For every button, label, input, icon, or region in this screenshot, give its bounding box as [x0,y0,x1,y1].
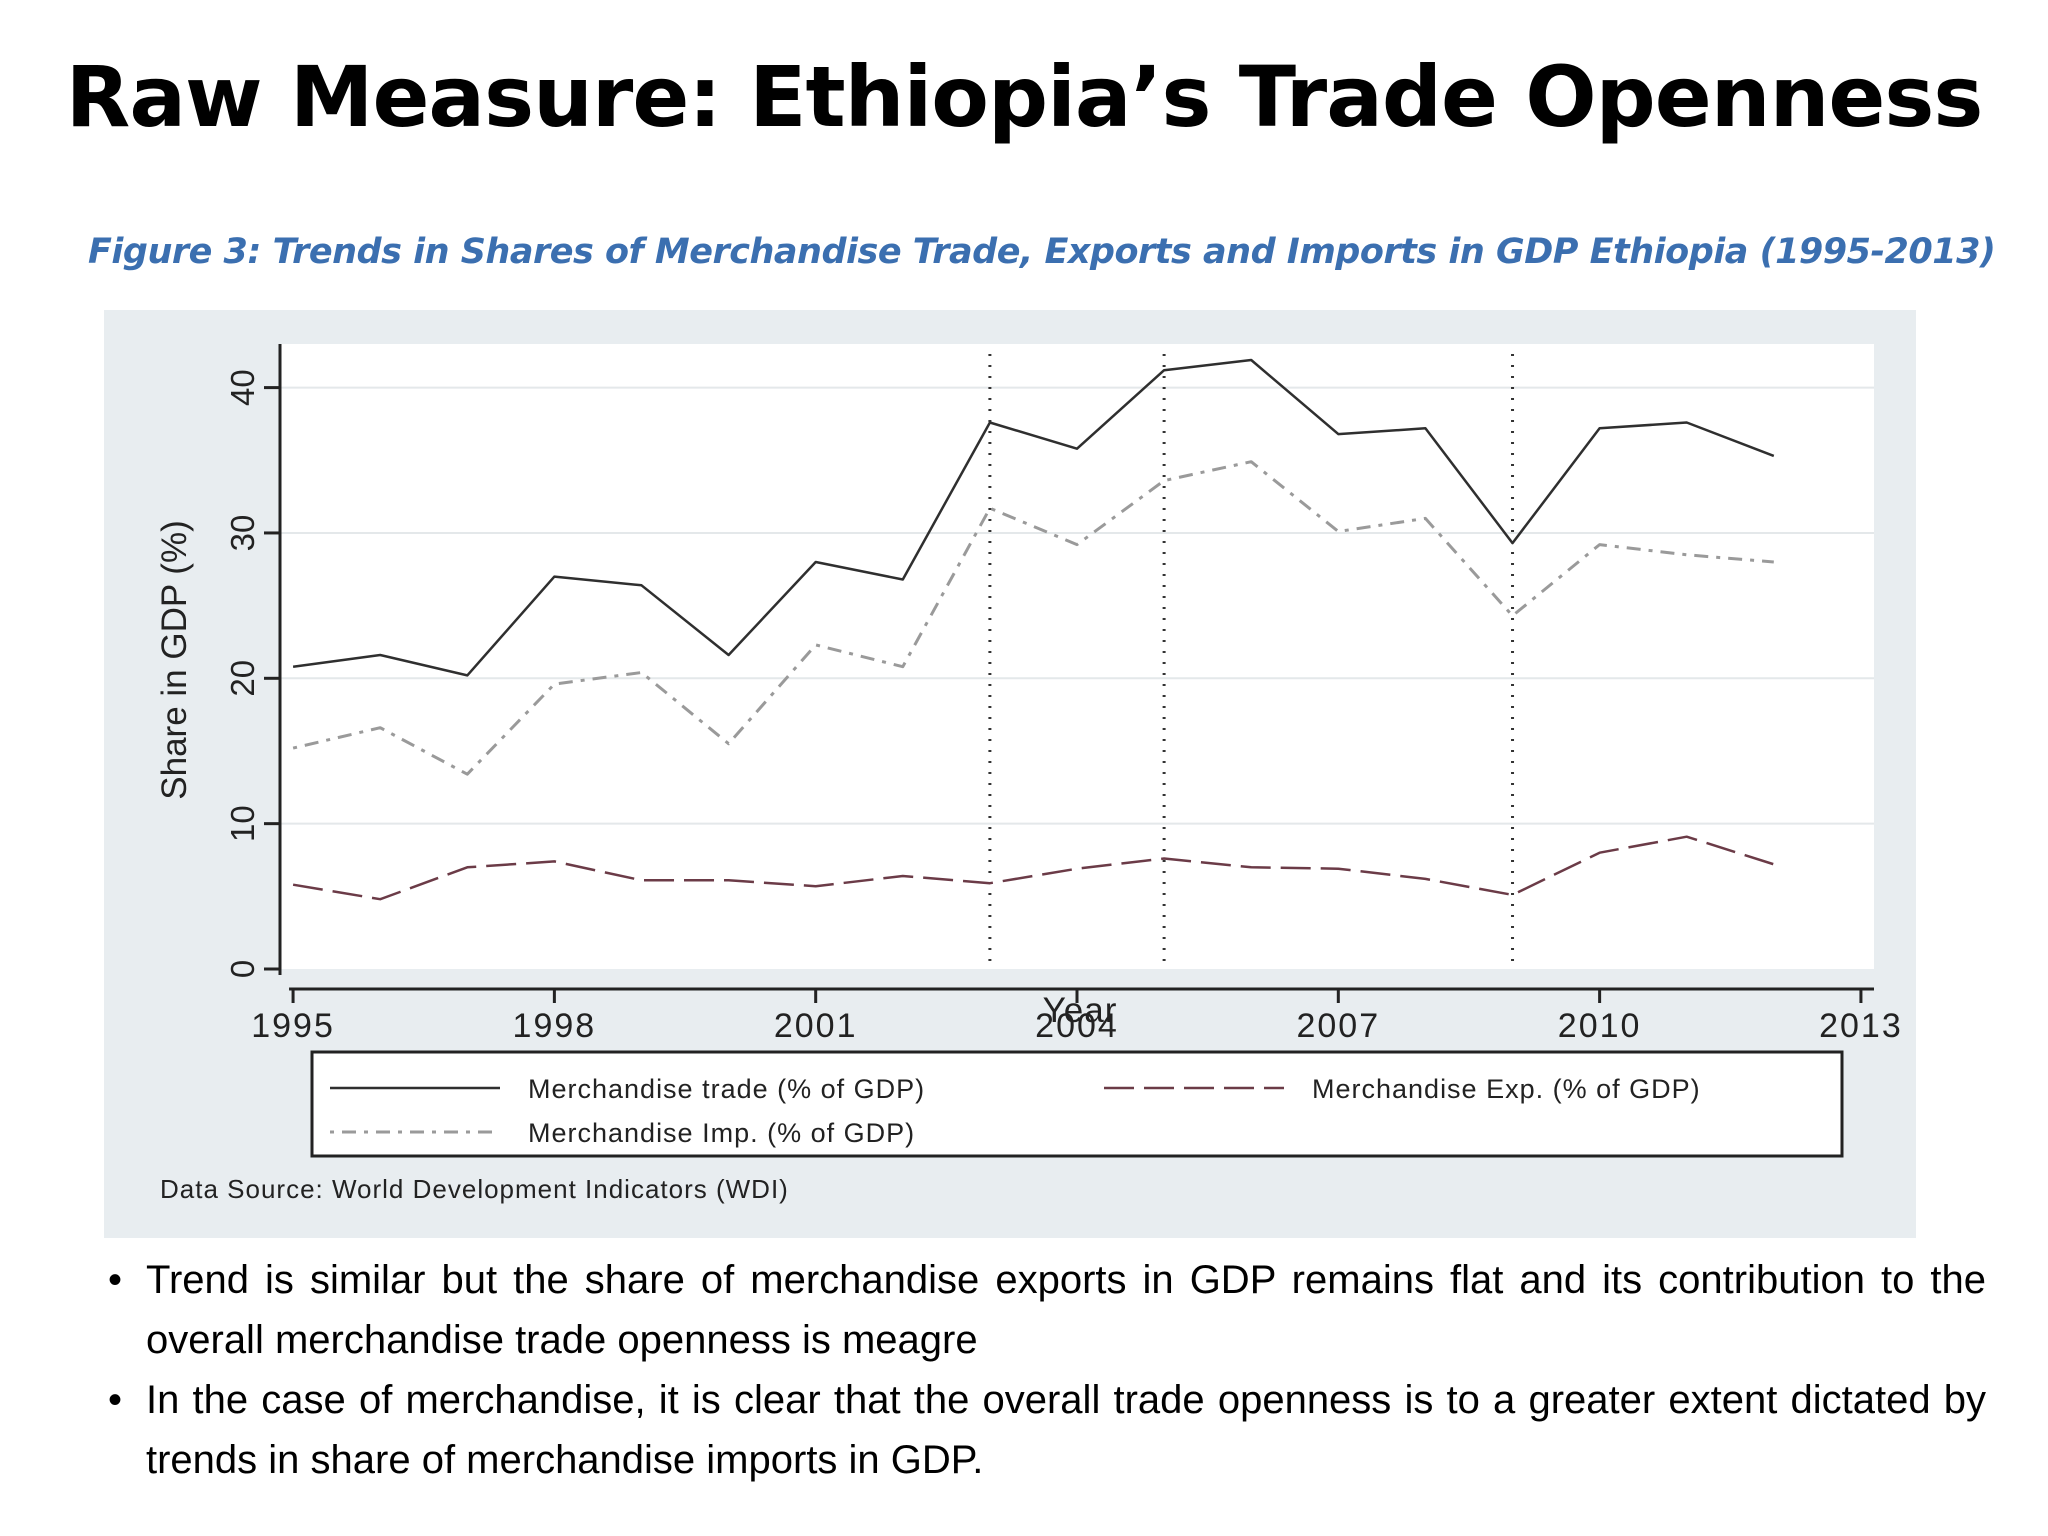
bullet-item: • In the case of merchandise, it is clea… [104,1370,1986,1490]
slide-title: Raw Measure: Ethiopia’s Trade Openness [65,48,1984,146]
series-line-2 [292,460,1774,776]
bullet-text: Trend is similar but the share of mercha… [146,1258,1986,1362]
gridlines [280,386,1874,825]
y-tick-label: 30 [224,515,261,552]
y-tick-label: 10 [224,805,261,842]
data-source-note: Data Source: World Development Indicator… [160,1174,789,1204]
legend-label-imports: Merchandise Imp. (% of GDP) [528,1118,915,1148]
bullet-item: • Trend is similar but the share of merc… [104,1250,1986,1370]
x-tick-label: 2010 [1558,1007,1642,1045]
y-tick-label: 0 [224,960,261,978]
y-tick-label: 40 [224,369,261,406]
series-line-0 [292,358,1775,677]
plot-area [280,344,1874,969]
series-lines [292,358,1775,901]
legend-label-exports: Merchandise Exp. (% of GDP) [1312,1074,1701,1104]
bullet-glyph: • [108,1258,123,1302]
y-ticks: 0 10 20 30 40 [224,369,280,978]
y-axis-label: Share in GDP (%) [155,520,194,799]
figure-caption: Figure 3: Trends in Shares of Merchandis… [88,232,1996,272]
trade-openness-chart: 0 10 20 30 40 1995 1998 2001 2004 2007 2010 2013 S… [155,344,1903,1204]
x-tick-label: 2004 [1035,1007,1119,1045]
series-line-1 [292,835,1775,901]
bullet-glyph: • [108,1378,123,1422]
bullet-list: • Trend is similar but the share of merc… [104,1250,1986,1490]
x-ticks: 1995 1998 2001 2004 2007 2010 2013 [251,989,1903,1045]
legend-label-trade: Merchandise trade (% of GDP) [528,1074,925,1104]
y-tick-label: 20 [224,660,261,697]
x-tick-label: 1998 [513,1007,597,1045]
x-tick-label: 2007 [1296,1007,1380,1045]
legend: Merchandise trade (% of GDP) Merchandise… [310,1050,1844,1158]
x-tick-label: 1995 [251,1007,335,1045]
x-tick-label: 2001 [774,1007,858,1045]
legend-box [310,1050,1844,1158]
x-tick-label: 2013 [1819,1007,1903,1045]
x-axis-label: Year [1043,991,1118,1030]
chart-panel: 0 10 20 30 40 1995 1998 2001 2004 2007 2010 2013 S… [104,310,1916,1238]
bullet-text: In the case of merchandise, it is clear … [146,1378,1986,1482]
